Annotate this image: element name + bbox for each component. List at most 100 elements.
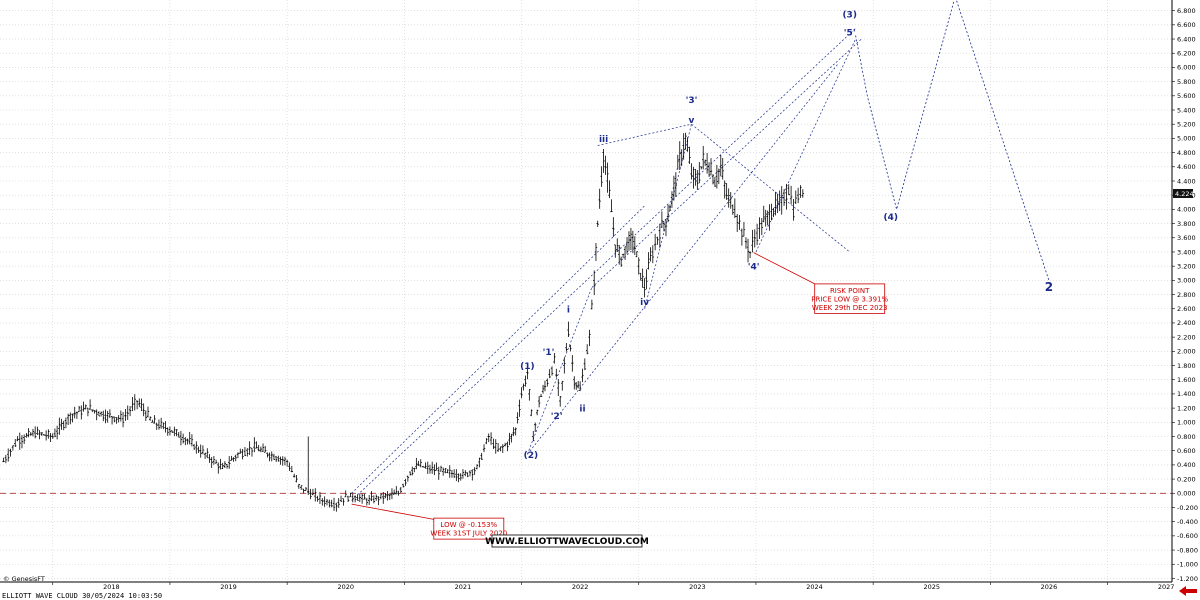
wave-label: 2 [1045,280,1053,294]
copyright: © GenesisFT [3,575,45,583]
wave-label: iii [599,135,608,145]
y-tick-label: 5.600 [1177,92,1196,100]
channel-line [351,28,856,501]
scroll-left-arrow-icon[interactable] [1179,586,1197,596]
channel-lines [351,28,862,501]
x-tick-label: 2019 [220,583,237,591]
y-tick-label: 1.200 [1177,404,1196,412]
y-tick-label: 3.400 [1177,248,1196,256]
y-tick-label: 3.800 [1177,220,1196,228]
x-tick-label: 2025 [923,583,940,591]
y-tick-label: -0.400 [1177,518,1198,526]
y-tick-label: 3.200 [1177,262,1196,270]
y-tick-label: -0.600 [1177,532,1198,540]
x-tick-label: 2021 [455,583,472,591]
y-tick-label: 1.600 [1177,376,1196,384]
y-tick-label: 3.600 [1177,234,1196,242]
annotation-text: PRICE LOW @ 3.391% [811,295,888,303]
annotation-text: WEEK 31ST JULY 2020 [430,530,507,538]
annotation-leader-line [351,503,438,521]
y-tick-label: 0.400 [1177,461,1196,469]
wave-label: i [567,305,570,315]
annotation-text: WEEK 29th DEC 2023 [812,304,888,312]
y-tick-label: 4.000 [1177,206,1196,214]
y-axis-panel [1172,0,1200,600]
y-tick-label: 2.000 [1177,348,1196,356]
grid [0,0,1172,582]
channel-line [691,123,850,253]
last-price-tag [1173,188,1193,198]
footer-status: ELLIOTT WAVE CLOUD 30/05/2024 10:03:50 [2,592,162,600]
x-tick-label: 2024 [806,583,823,591]
channel-line [591,38,862,288]
watermark: WWW.ELLIOTTWAVECLOUD.COM [485,537,649,547]
last-price-label: 4.224 [1175,190,1194,198]
wave-label: (1) [520,362,535,372]
wave-label: (4) [883,213,898,223]
wave-label: ii [579,405,585,415]
annotation-text: LOW @ -0.153% [440,521,497,529]
y-tick-label: 2.400 [1177,319,1196,327]
x-tick-label: 2022 [572,583,589,591]
wave-label: (2) [524,451,539,461]
y-tick-label: 1.400 [1177,390,1196,398]
y-tick-label: -0.800 [1177,546,1198,554]
y-tick-label: 5.000 [1177,135,1196,143]
x-tick-label: 2018 [103,583,120,591]
x-tick-label: 2023 [689,583,706,591]
annotation-leader-line [753,252,819,287]
wave-label: (3) [842,11,857,21]
channel-line [527,287,593,455]
wave-label: v [689,116,695,126]
channel-line [755,38,856,253]
x-tick-label: 2020 [337,583,354,591]
projected-wave-path [855,0,1050,281]
annotation-text: RISK POINT [830,287,870,295]
x-axis: 2018 2019 2020 2021 2022 2023 2024 2025 2026 2027 [0,581,1175,591]
y-tick-label: -1.000 [1177,561,1198,569]
channel-line [597,123,692,146]
y-tick-label: 2.800 [1177,291,1196,299]
y-tick-label: 4.400 [1177,177,1196,185]
watermark-box [491,534,643,548]
chart-extras: WWW.ELLIOTTWAVECLOUD.COM © GenesisFT ELL… [2,534,1197,600]
y-tick-label: 5.400 [1177,106,1196,114]
channel-line [351,205,645,494]
wave-label: '5' [844,28,856,38]
y-tick-label: 3.000 [1177,277,1196,285]
y-tick-label: 0.800 [1177,433,1196,441]
y-tick-label: 6.200 [1177,50,1196,58]
y-tick-label: 6.400 [1177,35,1196,43]
wave-label: iv [640,298,649,308]
y-tick-label: 4.800 [1177,149,1196,157]
y-tick-label: 1.000 [1177,419,1196,427]
y-tick-label: 2.200 [1177,333,1196,341]
y-tick-label: 4.600 [1177,163,1196,171]
price-series [2,132,805,512]
annotations: LOW @ -0.153%WEEK 31ST JULY 2020 RISK POI… [351,252,888,540]
y-tick-label: 0.600 [1177,447,1196,455]
y-tick-label: 5.200 [1177,121,1196,129]
y-tick-label: 2.600 [1177,305,1196,313]
y-tick-label: 0.000 [1177,490,1196,498]
y-tick-label: 5.800 [1177,78,1196,86]
wave-label: '2' [551,412,563,422]
wave-label: '4' [748,263,760,273]
y-axis: 6.800 6.600 6.400 6.200 6.000 5.800 5.600 5.400… [1171,0,1200,600]
wave-label: '3' [686,96,698,106]
y-tick-label: -0.200 [1177,504,1198,512]
y-tick-label: 6.000 [1177,64,1196,72]
annotation-box [814,283,886,314]
y-tick-label: -1.200 [1177,575,1198,583]
wave-label: '1' [543,348,555,358]
x-tick-label: 2027 [1158,583,1175,591]
annotation-box [433,517,505,540]
y-tick-label: 6.600 [1177,21,1196,29]
y-tick-label: 0.200 [1177,475,1196,483]
y-tick-label: 1.800 [1177,362,1196,370]
x-tick-label: 2026 [1041,583,1058,591]
projection-path [855,0,1050,281]
y-tick-label: 6.800 [1177,7,1196,15]
